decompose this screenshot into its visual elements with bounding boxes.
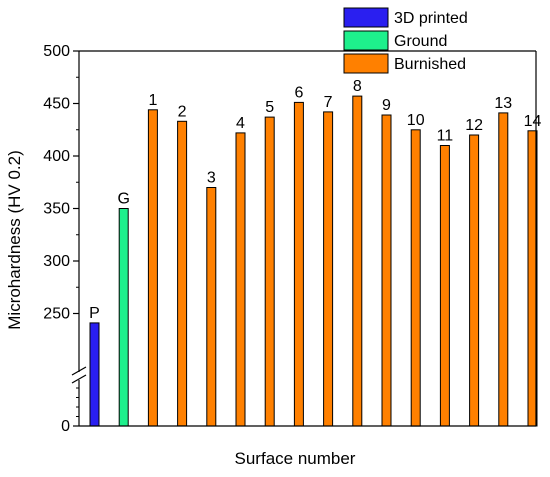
bar-10: [410, 129, 421, 427]
bar-2: [177, 120, 188, 427]
bar-label-9: 9: [382, 97, 391, 114]
bar-label-7: 7: [324, 94, 333, 111]
y-tick-label: 400: [43, 148, 70, 165]
y-tick-label: 500: [43, 43, 70, 60]
bar-6: [293, 101, 304, 427]
bar-12: [469, 134, 480, 427]
bar-11: [439, 145, 450, 427]
bar-label-4: 4: [236, 115, 245, 132]
legend-label: 3D printed: [394, 10, 468, 27]
bar-label-14: 14: [524, 113, 542, 130]
x-axis-title: Surface number: [235, 449, 356, 468]
legend-swatch: [343, 7, 389, 28]
legend-label: Ground: [394, 33, 447, 50]
legend-swatch: [343, 53, 389, 74]
bar-label-6: 6: [294, 84, 303, 101]
bar-4: [235, 132, 246, 427]
bar-g: [118, 208, 129, 427]
y-tick-label: 300: [43, 253, 70, 270]
y-tick-label: 250: [43, 306, 70, 323]
axis-break-mark: [71, 374, 87, 384]
legend: 3D printed Ground Burnished: [343, 7, 468, 74]
axis-break-mark: [71, 366, 87, 376]
y-tick-label: 350: [43, 201, 70, 218]
bar-label-13: 13: [494, 95, 512, 112]
bar-label-11: 11: [437, 128, 454, 145]
bar-8: [352, 95, 363, 427]
bar-label-10: 10: [407, 112, 425, 129]
bar-label-p: P: [89, 305, 100, 322]
bar-labels-group: PG12345678910111213141516: [89, 78, 542, 322]
bar-9: [381, 114, 392, 427]
bar-label-12: 12: [465, 117, 483, 134]
bar-label-2: 2: [178, 103, 187, 120]
axes-group: 0 250 300 350 400 450 500: [43, 43, 537, 435]
bar-7: [323, 111, 334, 427]
bar-label-5: 5: [265, 99, 274, 116]
bar-5: [264, 116, 275, 427]
bar-13: [498, 112, 509, 427]
bar-p: [89, 322, 100, 427]
legend-swatch: [343, 30, 389, 51]
bar-label-8: 8: [353, 78, 362, 95]
bar-label-g: G: [117, 191, 129, 208]
y-axis-title: Microhardness (HV 0.2): [5, 150, 24, 330]
bar-1: [147, 109, 158, 427]
bar-label-1: 1: [148, 92, 157, 109]
bar-label-3: 3: [207, 170, 216, 187]
y-tick-label: 0: [61, 418, 70, 435]
legend-label: Burnished: [394, 56, 466, 73]
bar-3: [206, 187, 217, 427]
y-tick-label: 450: [43, 96, 70, 113]
bars-group: [89, 95, 538, 427]
